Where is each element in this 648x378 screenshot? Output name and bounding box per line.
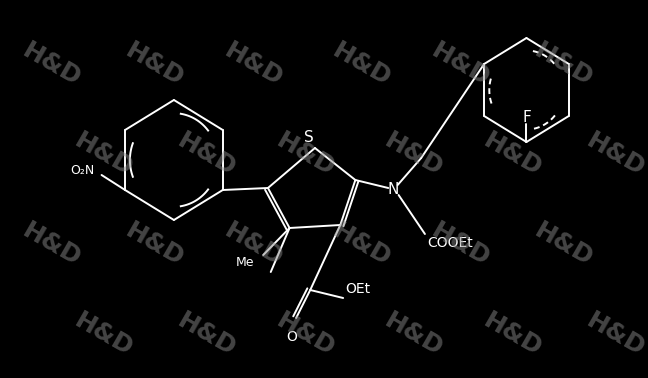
Text: O₂N: O₂N	[71, 164, 95, 177]
Text: S: S	[305, 130, 314, 146]
Text: H&D: H&D	[427, 219, 494, 271]
Text: H&D: H&D	[70, 129, 137, 181]
Text: H&D: H&D	[174, 129, 240, 181]
Text: H&D: H&D	[174, 309, 240, 361]
Text: H&D: H&D	[427, 39, 494, 91]
Text: H&D: H&D	[272, 309, 339, 361]
Text: O: O	[286, 330, 297, 344]
Text: F: F	[522, 110, 531, 125]
Text: H&D: H&D	[18, 39, 85, 91]
Text: H&D: H&D	[70, 309, 137, 361]
Text: H&D: H&D	[479, 309, 546, 361]
Text: H&D: H&D	[18, 219, 85, 271]
Text: H&D: H&D	[272, 129, 339, 181]
Text: H&D: H&D	[583, 129, 648, 181]
Text: H&D: H&D	[329, 39, 395, 91]
Text: H&D: H&D	[583, 309, 648, 361]
Text: OEt: OEt	[345, 282, 370, 296]
Text: H&D: H&D	[122, 219, 189, 271]
Text: H&D: H&D	[122, 39, 189, 91]
Text: H&D: H&D	[531, 219, 597, 271]
Text: H&D: H&D	[220, 39, 287, 91]
Text: H&D: H&D	[479, 129, 546, 181]
Text: H&D: H&D	[380, 309, 447, 361]
Text: H&D: H&D	[329, 219, 395, 271]
Text: COOEt: COOEt	[427, 236, 472, 250]
Text: H&D: H&D	[380, 129, 447, 181]
Text: H&D: H&D	[531, 39, 597, 91]
Text: N: N	[388, 183, 399, 197]
Text: Me: Me	[235, 257, 254, 270]
Text: H&D: H&D	[220, 219, 287, 271]
